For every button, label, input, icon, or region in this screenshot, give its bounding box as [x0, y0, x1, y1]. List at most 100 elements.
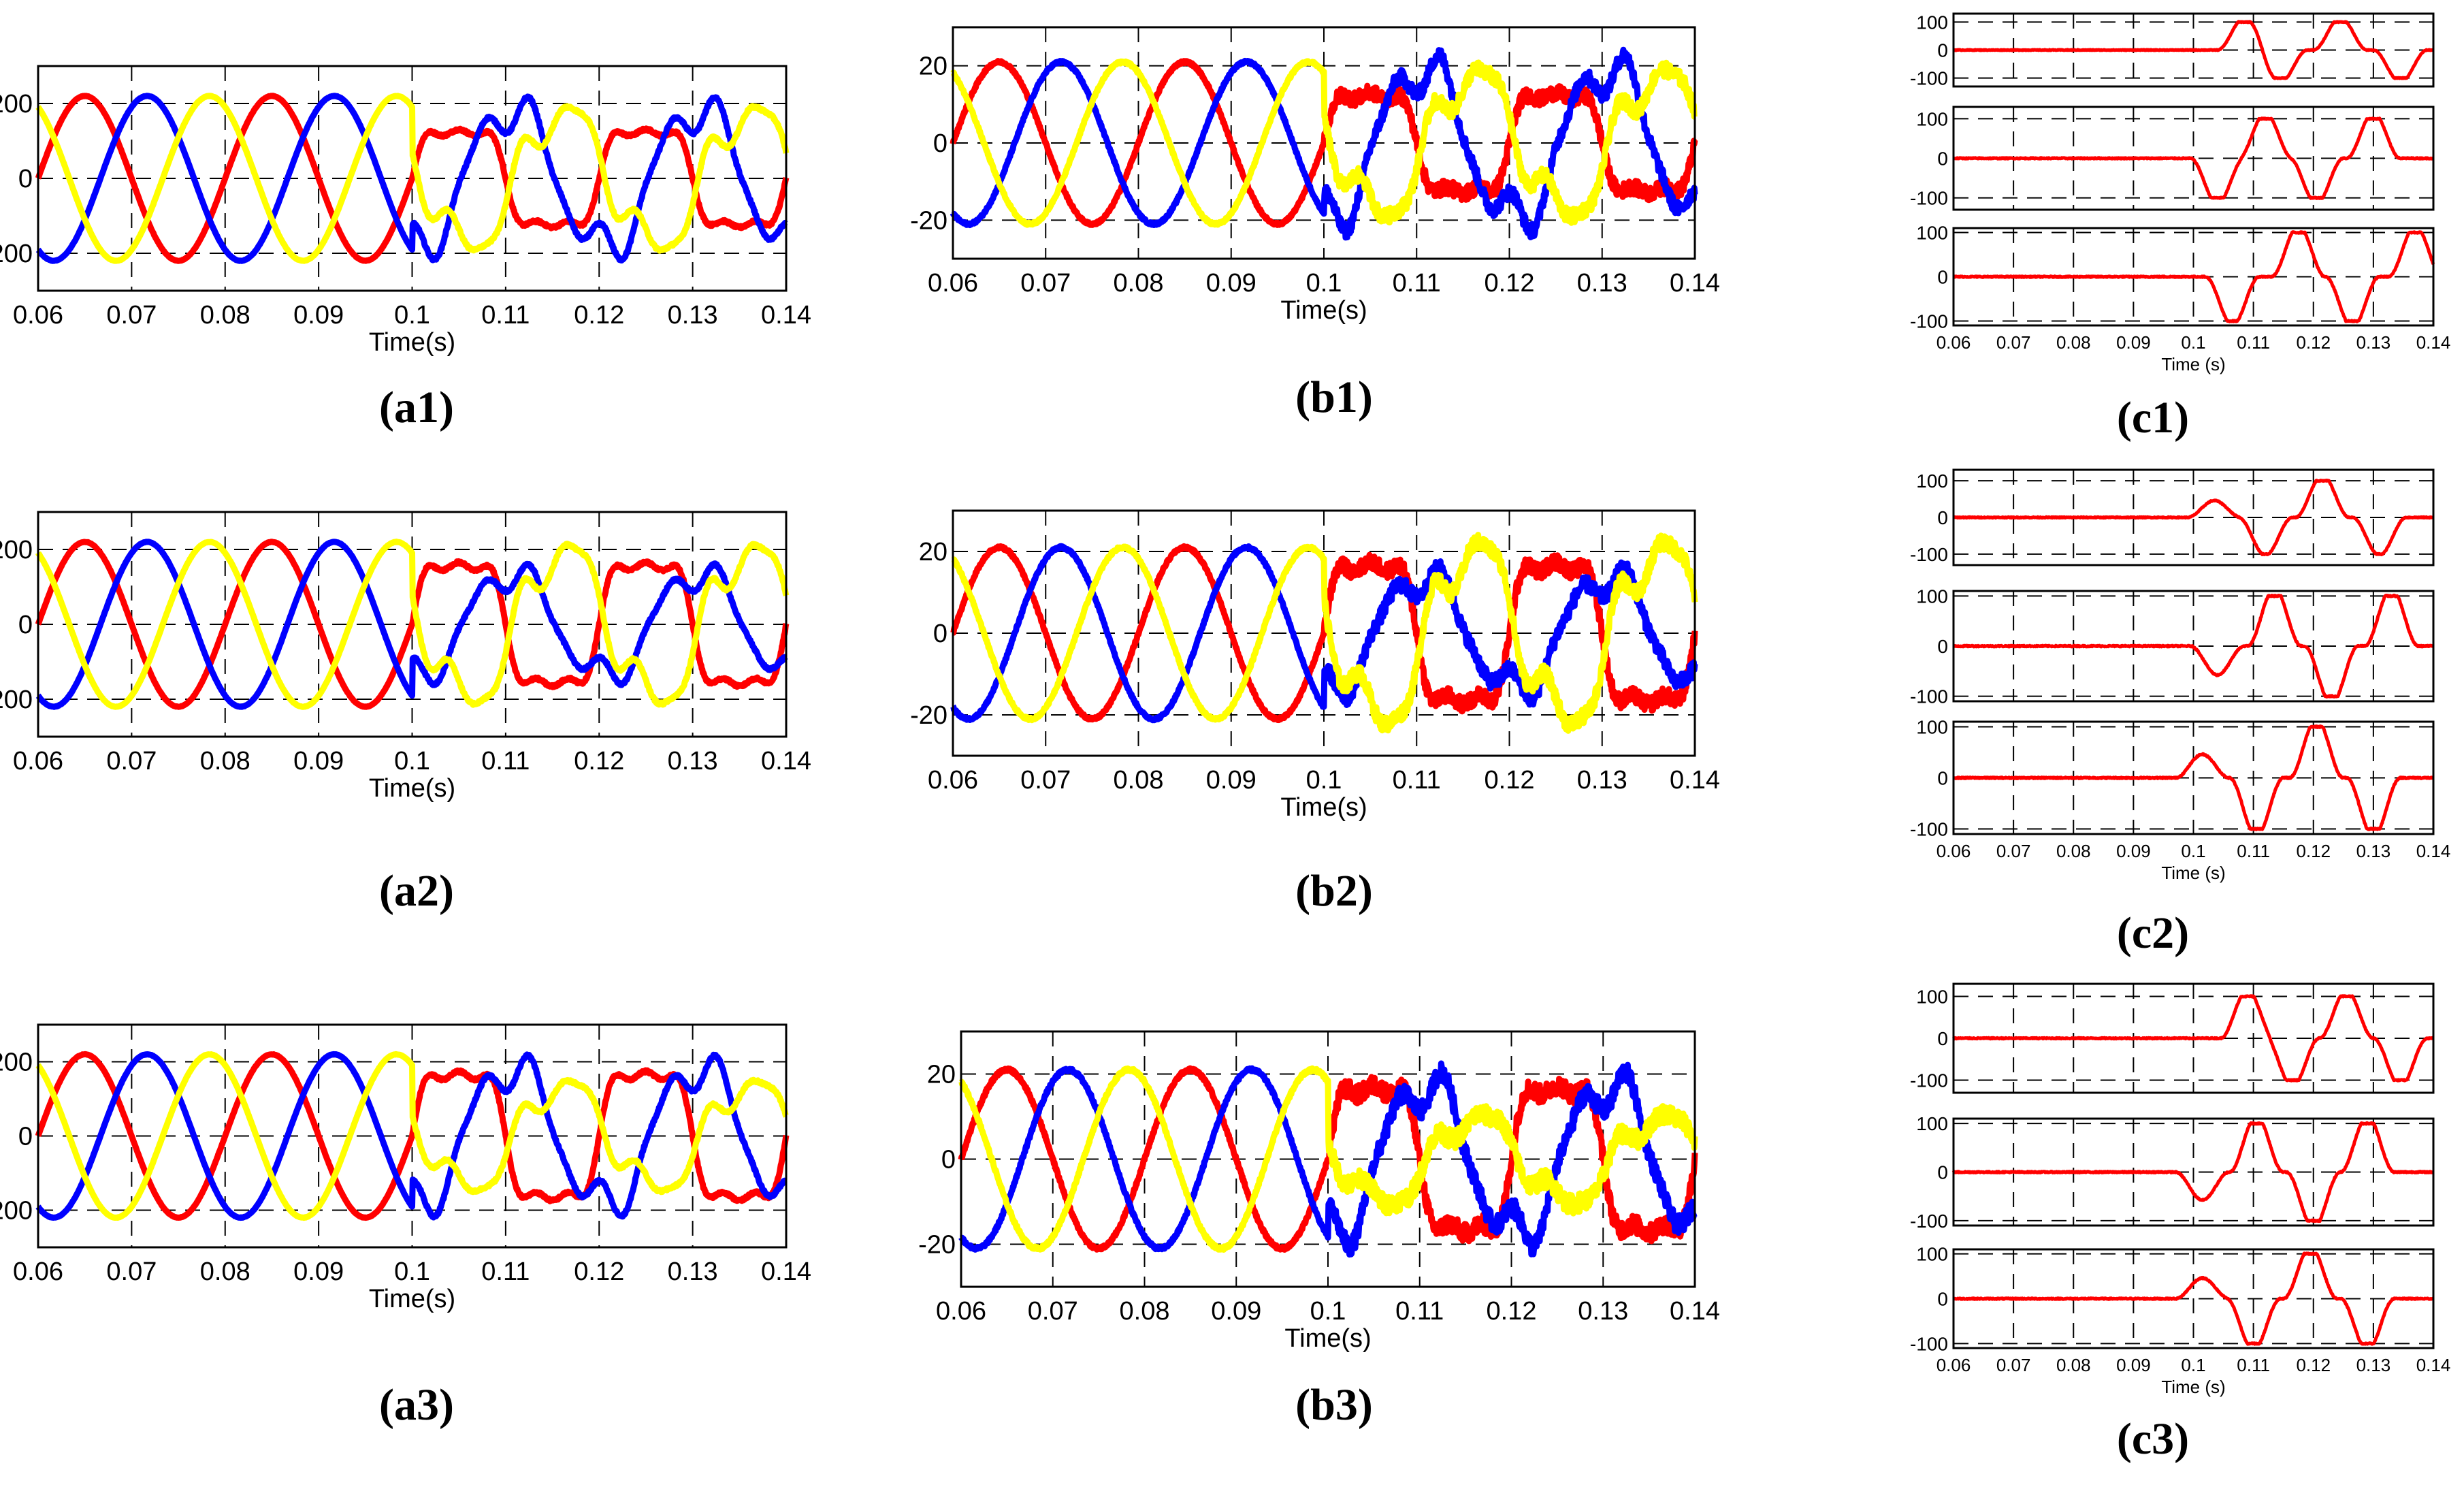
chart-a3: 0.06 0.07 0.08 0.09 0.1 0.11 0.12 0.13 0.14 -200 0… — [0, 1023, 811, 1430]
y-tick-label: 0 — [933, 129, 947, 158]
sag-line — [1952, 20, 2435, 80]
chart-b2: 0.06 0.07 0.08 0.09 0.1 0.11 0.12 0.13 0.14 -20 0 2… — [910, 509, 1720, 916]
y-tick-label: -200 — [0, 1197, 33, 1226]
plot-frame — [1952, 982, 2435, 1094]
x-tick-label: 0.13 — [2356, 1355, 2391, 1375]
sag-line — [1952, 724, 2435, 831]
y-tick-label: 100 — [1916, 586, 1948, 607]
y-tick-label: 0 — [933, 620, 947, 648]
x-axis-label: Time (s) — [2161, 863, 2225, 883]
x-tick-label: 0.1 — [2181, 1355, 2205, 1375]
x-tick-label: 0.11 — [481, 301, 530, 330]
x-tick-label: 0.13 — [668, 1258, 718, 1286]
series-line-phase-c — [35, 1051, 789, 1221]
x-tick-label: 0.12 — [1485, 269, 1535, 298]
y-tick-label: 0 — [1937, 1289, 1948, 1310]
x-tick-label: 0.06 — [936, 1297, 986, 1326]
x-tick-label: 0.14 — [761, 1258, 811, 1286]
y-tick-label: -200 — [0, 686, 33, 714]
panel-title: (a2) — [379, 866, 454, 916]
x-axis-label: Time (s) — [2161, 354, 2225, 374]
chart-b3: 0.06 0.07 0.08 0.09 0.1 0.11 0.12 0.13 0.14 -20 0 2… — [918, 1030, 1720, 1430]
x-tick-label: 0.1 — [1306, 766, 1342, 795]
y-tick-label: -20 — [910, 701, 947, 730]
subplot-2: 100 0 -100 — [1910, 586, 2435, 707]
x-tick-label: 0.06 — [928, 269, 978, 298]
y-tick-label: 100 — [1916, 12, 1948, 33]
y-tick-label: 0 — [1937, 1028, 1948, 1049]
series-line-phase-c — [950, 532, 1698, 734]
y-tick-label: 0 — [18, 165, 33, 193]
x-tick-label: 0.06 — [13, 747, 63, 775]
y-tick-label: 0 — [1937, 1162, 1948, 1183]
y-tick-label: -100 — [1910, 1333, 1948, 1354]
plot-frame — [37, 511, 788, 738]
x-tick-label: 0.13 — [1578, 1297, 1628, 1326]
y-tick-label: -200 — [0, 240, 33, 268]
plot-frame — [1952, 106, 2435, 211]
subplot-2: 100 0 -100 — [1910, 1113, 2435, 1232]
x-tick-label: 0.06 — [13, 1258, 63, 1286]
x-tick-label: 0.07 — [1020, 269, 1071, 298]
x-tick-label: 0.07 — [1996, 841, 2031, 861]
x-tick-label: 0.12 — [1487, 1297, 1537, 1326]
y-tick-label: 100 — [1916, 470, 1948, 492]
plot-frame — [1952, 720, 2435, 835]
plot-frame — [1952, 468, 2435, 566]
x-axis-label: Time (s) — [2161, 1377, 2225, 1397]
y-tick-label: 0 — [1937, 507, 1948, 528]
x-tick-label: 0.1 — [2181, 841, 2205, 861]
x-tick-label: 0.1 — [1310, 1297, 1346, 1326]
x-tick-label: 0.09 — [293, 1258, 344, 1286]
x-tick-label: 0.12 — [574, 301, 624, 330]
series-line-phase-b — [958, 1060, 1698, 1258]
series-line-phase-a — [958, 1065, 1698, 1253]
subplot-1: 100 0 -100 — [1910, 12, 2435, 89]
series-line-phase-c — [35, 539, 790, 710]
plot-frame — [960, 1030, 1696, 1288]
y-tick-label: 100 — [1916, 986, 1948, 1007]
y-tick-label: -100 — [1910, 544, 1948, 565]
x-tick-label: 0.07 — [1996, 332, 2031, 353]
x-tick-label: 0.13 — [2356, 841, 2391, 861]
x-tick-label: 0.08 — [2056, 332, 2091, 353]
x-tick-label: 0.07 — [1020, 766, 1071, 795]
series-line-phase-c — [958, 1065, 1698, 1253]
x-tick-label: 0.12 — [2296, 841, 2331, 861]
x-tick-label: 0.09 — [293, 301, 344, 330]
y-tick-label: 20 — [919, 52, 947, 81]
y-tick-label: 0 — [1937, 636, 1948, 657]
sag-line — [1952, 479, 2435, 556]
x-tick-label: 0.11 — [1393, 269, 1441, 298]
series-line-phase-c — [950, 58, 1698, 228]
y-tick-label: 0 — [1937, 768, 1948, 789]
x-tick-label: 0.08 — [2056, 1355, 2091, 1375]
x-axis-label: Time(s) — [369, 1285, 455, 1313]
panel-title: (c2) — [2117, 908, 2189, 958]
y-tick-label: -100 — [1910, 686, 1948, 707]
x-tick-label: 0.14 — [761, 747, 811, 775]
x-tick-label: 0.07 — [106, 747, 157, 775]
y-tick-label: 0 — [1937, 148, 1948, 170]
x-tick-label: 0.13 — [668, 747, 718, 775]
x-axis-label: Time(s) — [1280, 296, 1367, 325]
y-tick-label: -100 — [1910, 1211, 1948, 1232]
x-tick-label: 0.13 — [1577, 269, 1627, 298]
y-tick-label: 200 — [0, 536, 33, 564]
x-tick-label: 0.07 — [1028, 1297, 1078, 1326]
x-tick-label: 0.09 — [293, 747, 344, 775]
y-tick-label: 100 — [1916, 1113, 1948, 1134]
series-line-phase-c — [35, 93, 790, 264]
x-tick-label: 0.09 — [1211, 1297, 1261, 1326]
x-tick-label: 0.14 — [1670, 269, 1720, 298]
series-line-phase-b — [35, 93, 789, 264]
chart-b1: 0.06 0.07 0.08 0.09 0.1 0.11 0.12 0.13 0.14 -20 0 2… — [910, 26, 1720, 422]
x-tick-label: 0.1 — [2181, 332, 2205, 353]
series-line-phase-a — [35, 539, 790, 710]
x-tick-label: 0.12 — [1485, 766, 1535, 795]
y-tick-label: -100 — [1910, 311, 1948, 332]
x-tick-label: 0.09 — [2116, 841, 2151, 861]
